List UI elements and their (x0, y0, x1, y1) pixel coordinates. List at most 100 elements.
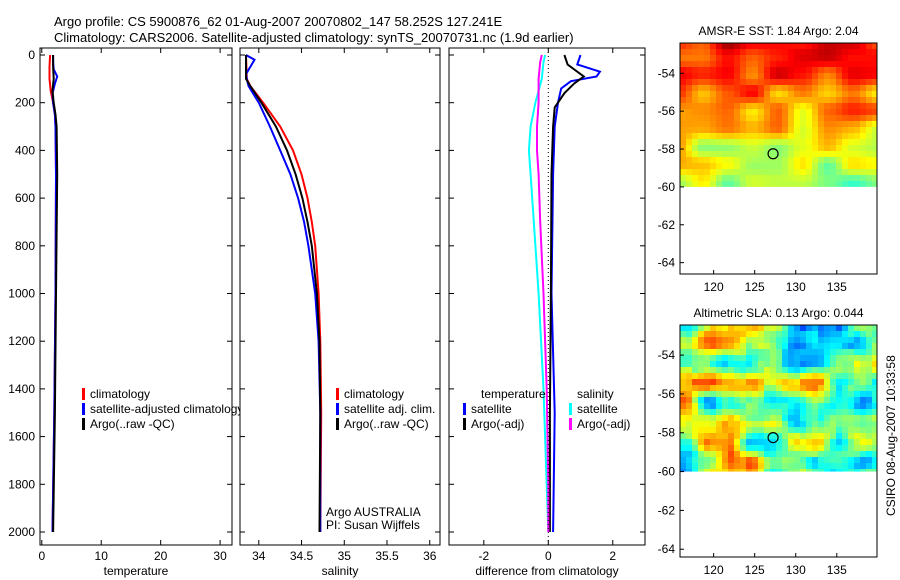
map-cell (860, 139, 866, 145)
map-cell (686, 343, 692, 349)
map-cell (698, 391, 704, 397)
map-cell (842, 355, 848, 361)
map-cell (818, 133, 824, 139)
map-cell (686, 409, 692, 415)
map-cell (776, 433, 782, 439)
map-cell (704, 391, 710, 397)
map-cell (782, 373, 788, 379)
series-line-temp-satellite (550, 54, 602, 533)
map-cell (818, 433, 824, 439)
map-cell (698, 103, 704, 109)
map-cell (746, 151, 752, 157)
map-cell (812, 427, 818, 433)
map-cell (710, 451, 716, 457)
map-cell (860, 121, 866, 127)
map-cell (842, 373, 848, 379)
map-cell (758, 415, 764, 421)
map-cell (848, 61, 854, 67)
map-cell (812, 145, 818, 151)
map-cell (692, 451, 698, 457)
map-cell (794, 55, 800, 61)
map-cell (788, 361, 794, 367)
y-tick-label: -60 (658, 180, 676, 194)
map-cell (734, 139, 740, 145)
map-cell (752, 379, 758, 385)
map-cell (818, 163, 824, 169)
map-cell (830, 145, 836, 151)
y-tick-label: -60 (658, 465, 676, 479)
map-cell (794, 169, 800, 175)
map-cell (818, 355, 824, 361)
map-cell (800, 367, 806, 373)
map-cell (842, 121, 848, 127)
map-cell (752, 103, 758, 109)
map-title: Altimetric SLA: 0.13 Argo: 0.044 (693, 306, 863, 320)
map-cell (764, 439, 770, 445)
map-cell (698, 427, 704, 433)
map-cell (782, 175, 788, 181)
map-cell (728, 457, 734, 463)
map-cell (692, 343, 698, 349)
map-cell (704, 373, 710, 379)
map-cell (872, 133, 877, 139)
map-cell (728, 181, 734, 187)
map-cell (794, 397, 800, 403)
map-cell (872, 463, 877, 469)
map-cell (782, 115, 788, 121)
map-cell (824, 451, 830, 457)
map-cell (746, 439, 752, 445)
map-cell (680, 331, 686, 337)
map-cell (680, 403, 686, 409)
map-cell (788, 385, 794, 391)
map-cell (848, 169, 854, 175)
map-cell (764, 67, 770, 73)
map-cell (752, 67, 758, 73)
map-cell (866, 451, 872, 457)
map-cell (722, 151, 728, 157)
map-cell (836, 385, 842, 391)
y-tick-label: -58 (658, 142, 676, 156)
map-cell (806, 433, 812, 439)
map-cell (818, 103, 824, 109)
map-cell (758, 157, 764, 163)
map-cell (866, 361, 872, 367)
map-cell (872, 433, 877, 439)
map-cell (794, 337, 800, 343)
map-cell (800, 145, 806, 151)
map-cell (830, 415, 836, 421)
map-cell (842, 361, 848, 367)
map-cell (788, 415, 794, 421)
map-cell (704, 169, 710, 175)
map-cell (680, 61, 686, 67)
map-cell (824, 157, 830, 163)
map-cell (800, 181, 806, 187)
map-cell (794, 49, 800, 55)
map-cell (716, 427, 722, 433)
map-cell (746, 421, 752, 427)
map-cell (722, 121, 728, 127)
map-cell (770, 67, 776, 73)
map-cell (728, 463, 734, 469)
map-cell (740, 379, 746, 385)
map-cell (812, 361, 818, 367)
map-cell (704, 67, 710, 73)
map-cell (854, 469, 860, 472)
map-cell (872, 439, 877, 445)
map-cell (842, 163, 848, 169)
map-cell (740, 343, 746, 349)
map-cell (704, 133, 710, 139)
map-cell (818, 85, 824, 91)
map-cell (758, 181, 764, 187)
map-cell (680, 445, 686, 451)
map-cell (740, 349, 746, 355)
map-cell (770, 73, 776, 79)
map-cell (722, 391, 728, 397)
map-cell (794, 175, 800, 181)
map-cell (836, 397, 842, 403)
map-cell (854, 343, 860, 349)
map-cell (860, 409, 866, 415)
map-cell (722, 127, 728, 133)
map-cell (842, 445, 848, 451)
map-cell (848, 67, 854, 73)
